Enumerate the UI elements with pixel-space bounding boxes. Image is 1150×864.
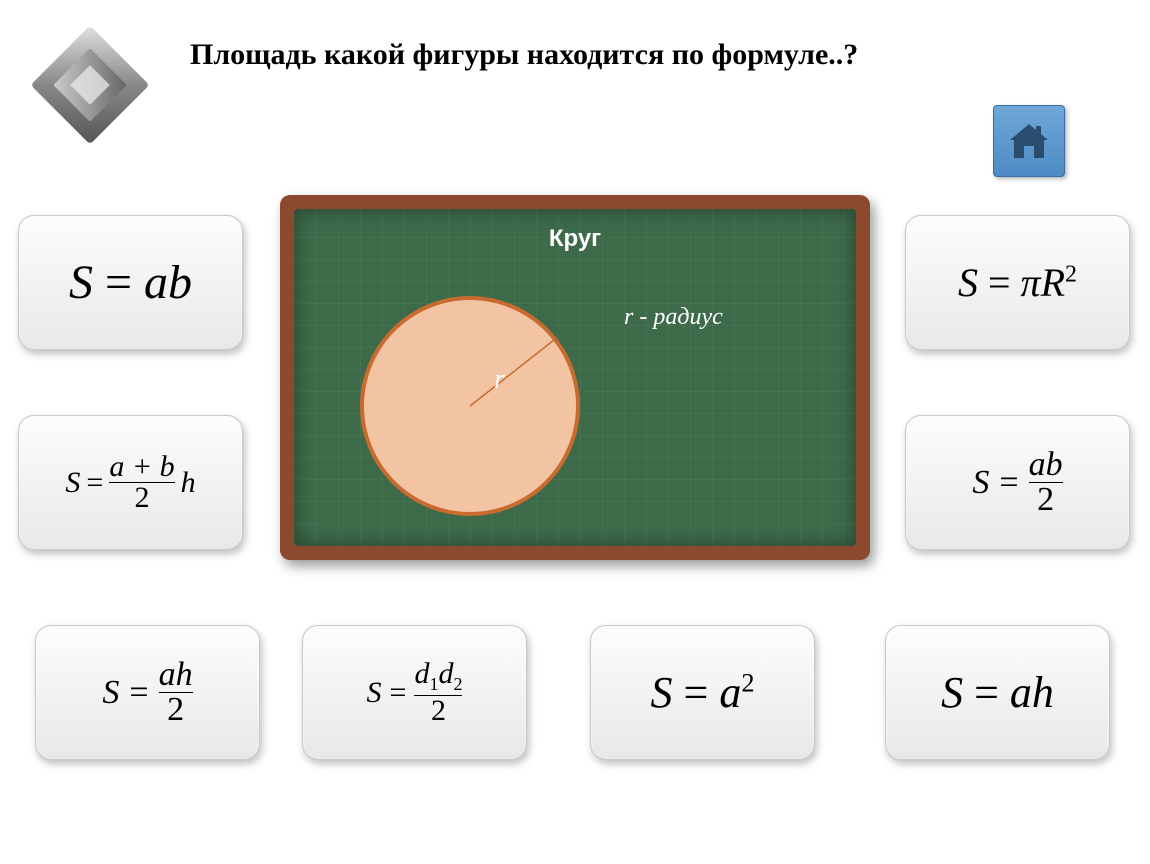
formula-text: S = a + b 2 h bbox=[65, 452, 195, 513]
formula-ah[interactable]: S = ah bbox=[885, 625, 1110, 760]
formula-text: S = πR2 bbox=[958, 259, 1077, 306]
formula-text: S = ah bbox=[941, 667, 1054, 718]
circle-diagram bbox=[359, 295, 581, 517]
logo-icon bbox=[25, 20, 155, 150]
formula-d1d2-over-2[interactable]: S = d1d2 2 bbox=[302, 625, 527, 760]
home-icon bbox=[1006, 118, 1052, 164]
formula-ab-over-2[interactable]: S = ab 2 bbox=[905, 415, 1130, 550]
formula-text: S = d1d2 2 bbox=[367, 659, 463, 726]
formula-text: S = a2 bbox=[650, 667, 754, 718]
formula-pi-r2[interactable]: S = πR2 bbox=[905, 215, 1130, 350]
formula-ab[interactable]: S = ab bbox=[18, 215, 243, 350]
radius-label: r - радиус bbox=[624, 304, 723, 331]
page-title: Площадь какой фигуры находится по формул… bbox=[190, 38, 858, 72]
blackboard-surface: Круг r r - радиус bbox=[294, 209, 856, 546]
formula-text: S = ah 2 bbox=[102, 658, 192, 727]
formula-a2[interactable]: S = a2 bbox=[590, 625, 815, 760]
radius-letter: r bbox=[494, 364, 505, 396]
formula-text: S = ab bbox=[69, 255, 192, 310]
board-title: Круг bbox=[549, 225, 601, 253]
formula-ah-over-2[interactable]: S = ah 2 bbox=[35, 625, 260, 760]
home-button[interactable] bbox=[993, 105, 1065, 177]
formula-text: S = ab 2 bbox=[972, 448, 1062, 517]
formula-trapezoid[interactable]: S = a + b 2 h bbox=[18, 415, 243, 550]
blackboard: Круг r r - радиус bbox=[280, 195, 870, 560]
